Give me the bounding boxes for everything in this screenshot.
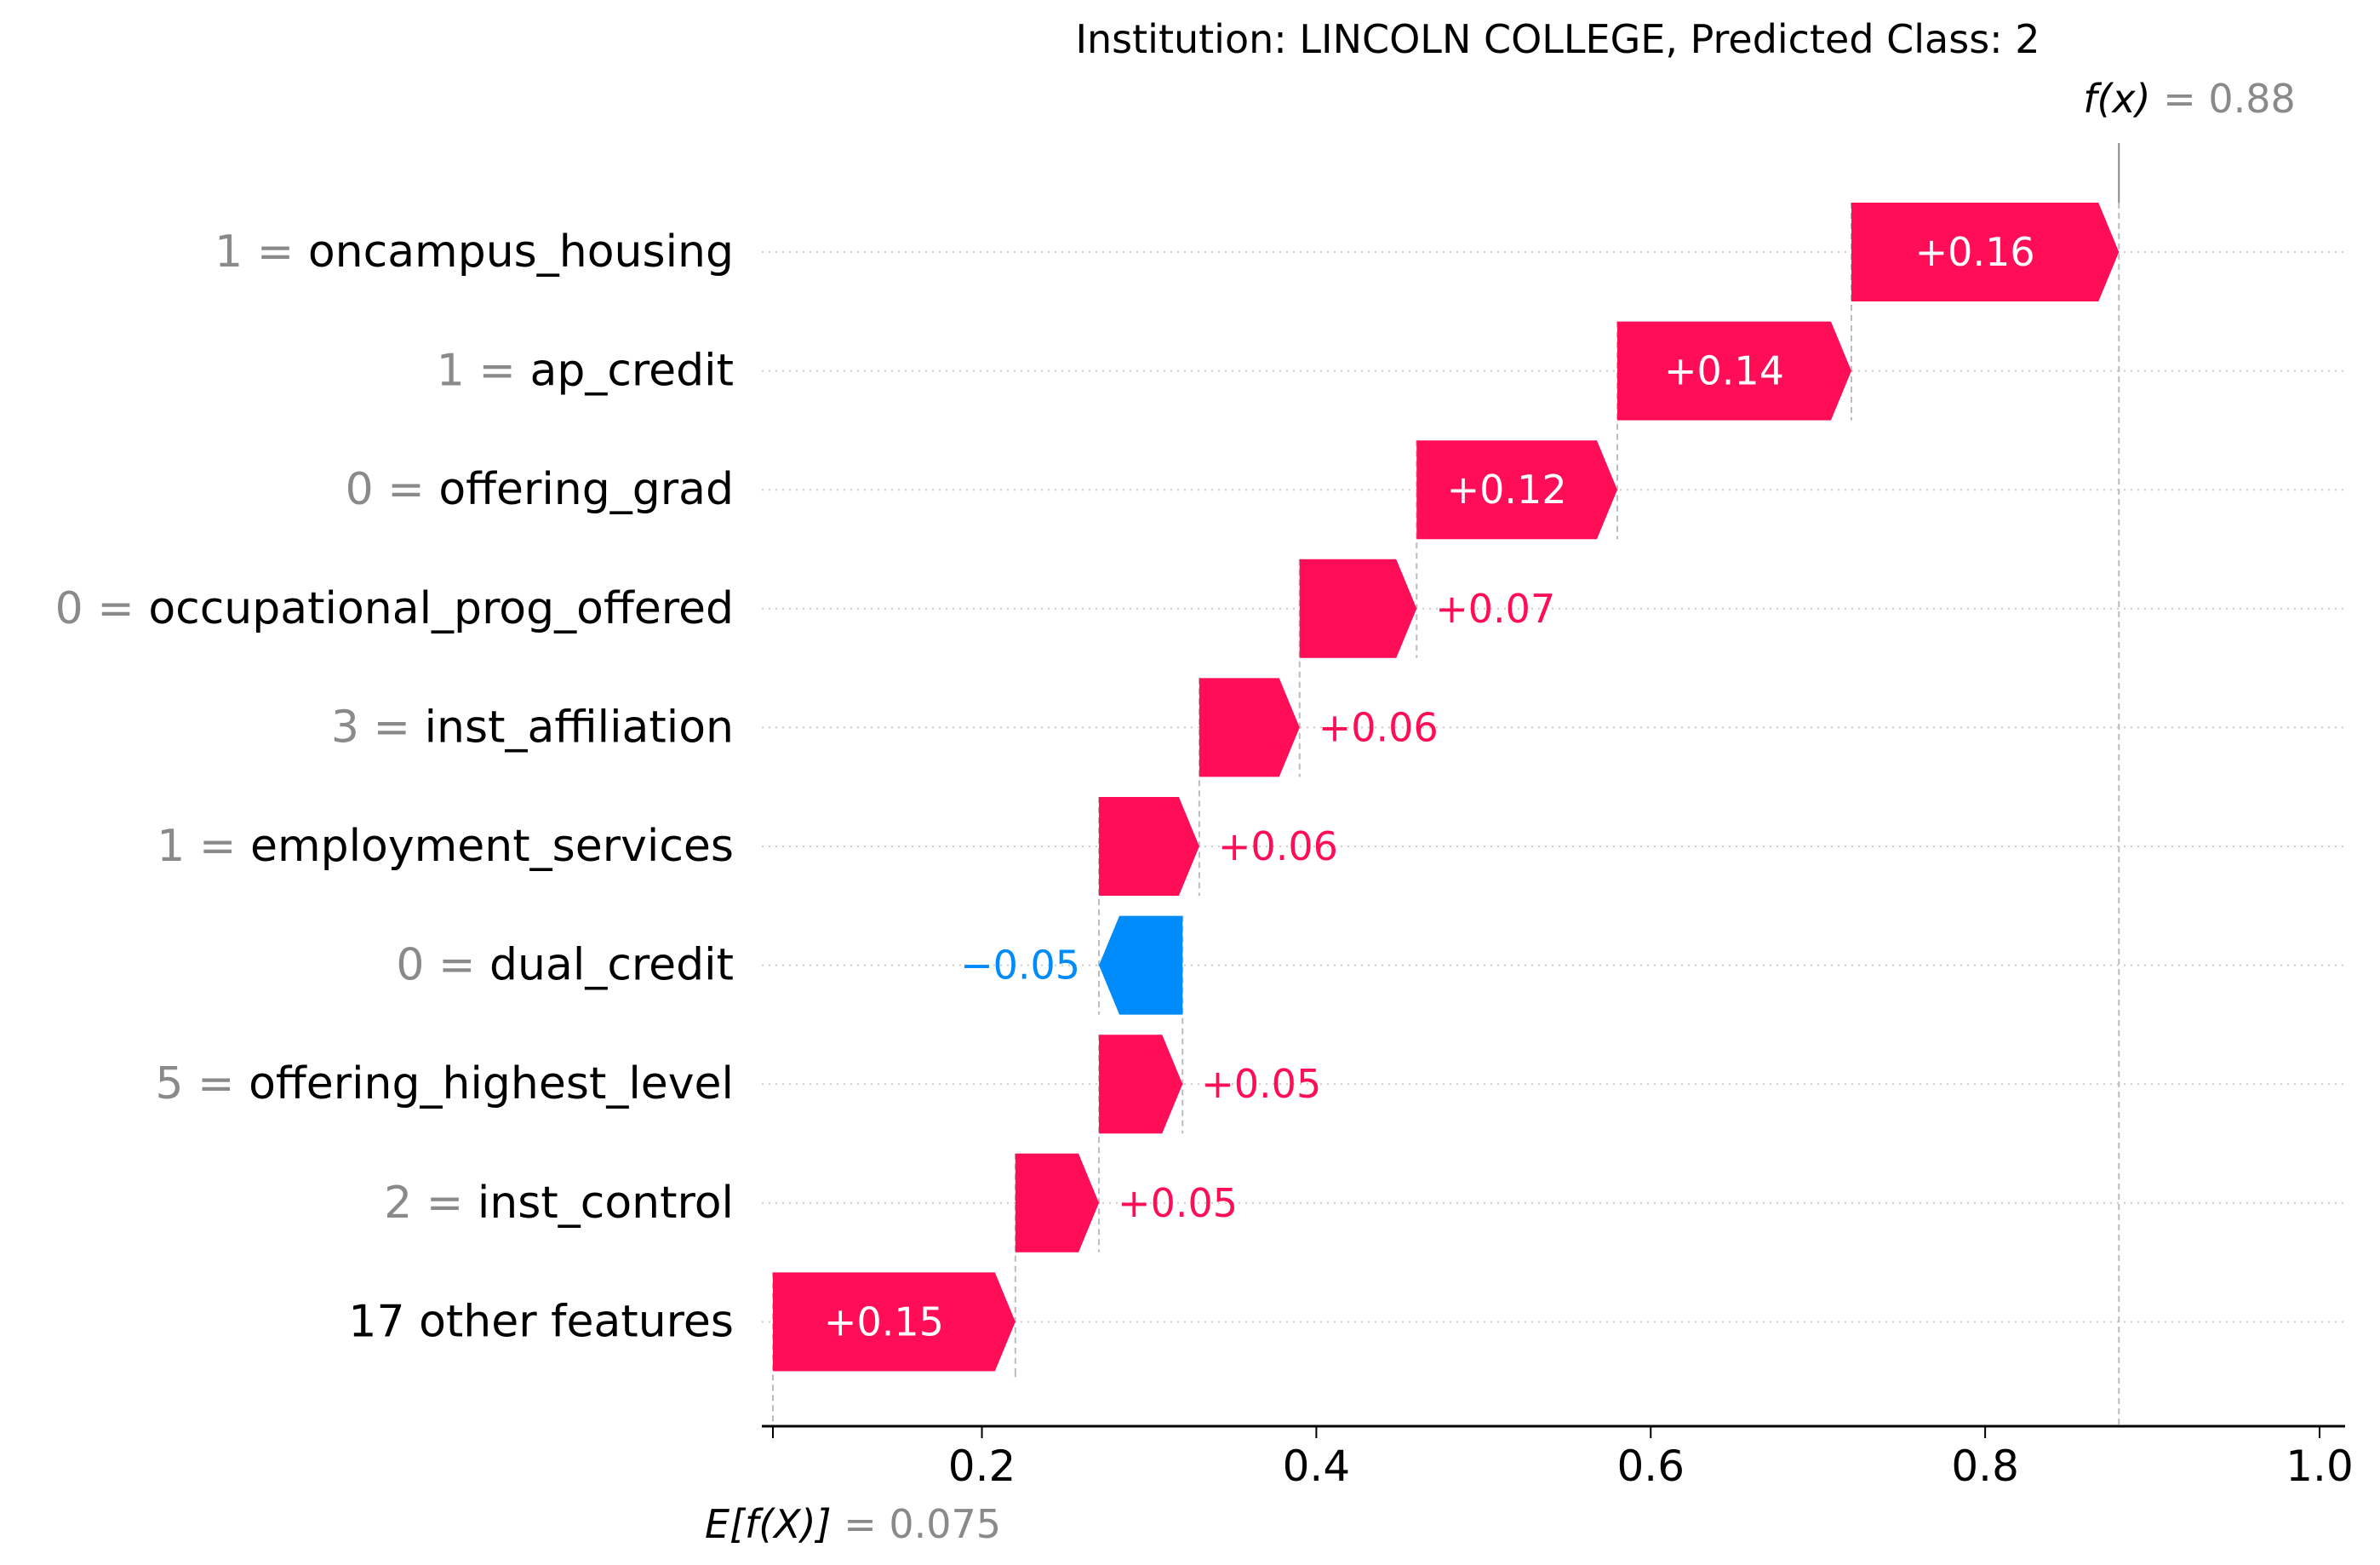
feature-name: inst_affiliation <box>425 702 734 753</box>
feature-value: 1 = <box>157 821 250 872</box>
base-value: = 0.075 <box>844 1501 1001 1547</box>
x-tick-label: 0.8 <box>1951 1442 2019 1491</box>
feature-value: 1 = <box>437 346 530 397</box>
feature-value: 0 = <box>55 583 149 634</box>
bar-value-label: +0.15 <box>824 1298 944 1344</box>
annotations: f(x) = 0.88 E[f(X)] = 0.075 <box>705 76 2296 1547</box>
feature-label: 1 = ap_credit <box>437 346 734 397</box>
bar-value-label: +0.05 <box>1201 1061 1321 1107</box>
bar-inst-affiliation <box>1199 678 1300 777</box>
bar-value-label: +0.16 <box>1915 229 2035 275</box>
bar-value-label: +0.06 <box>1218 823 1338 869</box>
fx-value: = 0.88 <box>2163 76 2296 122</box>
bar-inst-control <box>1015 1153 1100 1253</box>
bar-ap-credit <box>1616 321 1851 421</box>
feature-value: 5 = <box>155 1058 249 1109</box>
bar-dual-credit <box>1099 915 1183 1015</box>
row-gridlines <box>762 251 2345 1323</box>
feature-label: 17 other features <box>348 1296 734 1347</box>
feature-label: 2 = inst_control <box>384 1178 734 1229</box>
bars-group: +0.16 +0.14 +0.12 +0.07 +0.06 +0.06 −0.05 +0.05… <box>773 203 2120 1372</box>
x-tick-label: 0.4 <box>1283 1442 1351 1491</box>
feature-name: employment_services <box>250 821 734 872</box>
feature-label: 3 = inst_affiliation <box>331 702 734 753</box>
fx-label: f(x) <box>2083 76 2163 122</box>
feature-name: 17 other features <box>348 1296 734 1347</box>
bar-value-label: +0.05 <box>1118 1180 1238 1226</box>
x-tick-label: 1.0 <box>2286 1442 2354 1491</box>
feature-value: 0 = <box>346 464 439 515</box>
feature-name: ap_credit <box>529 346 734 397</box>
feature-label: 5 = offering_highest_level <box>155 1058 734 1109</box>
feature-name: oncampus_housing <box>308 226 734 278</box>
feature-label: 0 = occupational_prog_offered <box>55 583 734 634</box>
x-tick-label: 0.2 <box>948 1442 1016 1491</box>
bar-oncampus-housing <box>1851 203 2120 301</box>
x-tick-label: 0.6 <box>1617 1442 1685 1491</box>
chart-title: Institution: LINCOLN COLLEGE, Predicted … <box>1075 16 2040 62</box>
feature-label: 0 = offering_grad <box>346 464 734 515</box>
bar-employment-services <box>1099 797 1199 896</box>
x-axis: 0.2 0.4 0.6 0.8 1.0 <box>762 1425 2354 1491</box>
feature-name: offering_grad <box>438 464 734 515</box>
bar-occupational-prog-offered <box>1299 559 1417 658</box>
bar-value-label: +0.06 <box>1319 704 1439 750</box>
bar-value-label: +0.14 <box>1664 348 1784 394</box>
connector-lines <box>772 143 2120 1426</box>
feature-label: 0 = dual_credit <box>396 940 734 991</box>
bar-value-label: −0.05 <box>960 943 1080 989</box>
bar-offering-grad <box>1416 440 1617 540</box>
bar-offering-highest-level <box>1099 1035 1183 1134</box>
feature-value: 1 = <box>215 226 308 278</box>
feature-name: inst_control <box>478 1178 734 1229</box>
feature-value: 3 = <box>331 702 425 753</box>
fx-annotation: f(x) = 0.88 <box>2083 76 2296 122</box>
feature-value: 0 = <box>396 940 489 991</box>
feature-name: offering_highest_level <box>249 1058 734 1109</box>
bar-value-label: +0.12 <box>1447 467 1567 513</box>
bar-value-label: +0.07 <box>1435 586 1555 632</box>
bar-17-other-features <box>773 1272 1016 1372</box>
feature-value: 2 = <box>384 1178 478 1229</box>
base-annotation: E[f(X)] = 0.075 <box>705 1501 1001 1547</box>
feature-name: occupational_prog_offered <box>148 583 734 634</box>
feature-label: 1 = employment_services <box>157 821 734 872</box>
base-label: E[f(X)] <box>705 1501 844 1547</box>
feature-label: 1 = oncampus_housing <box>215 226 734 278</box>
feature-name: dual_credit <box>489 940 734 991</box>
